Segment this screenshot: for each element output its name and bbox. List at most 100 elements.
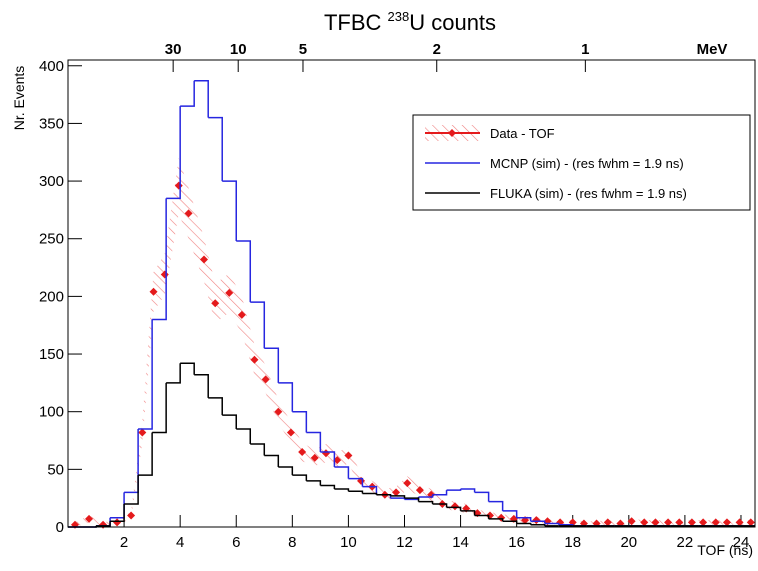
x-tick-label: 6: [232, 534, 240, 551]
data-point: [627, 517, 636, 526]
data-point: [127, 511, 136, 520]
histogram-bin: [362, 485, 378, 495]
histogram-bin: [194, 374, 209, 398]
error-band: [75, 158, 751, 528]
x2-tick-label: 1: [581, 41, 589, 58]
histogram-bin: [166, 363, 181, 384]
data-point: [321, 449, 330, 458]
data-point: [261, 375, 270, 384]
histogram-bin: [362, 492, 378, 495]
data-point: [85, 514, 94, 523]
histogram-bin: [418, 500, 434, 504]
legend-label: FLUKA (sim) - (res fwhm = 1.9 ns): [490, 186, 687, 201]
histogram-bin: [152, 198, 167, 321]
x-tick-label: 22: [677, 534, 694, 551]
y-tick-label: 50: [47, 461, 64, 478]
data-point: [237, 310, 246, 319]
legend-marker: [448, 129, 456, 137]
histogram-bin: [278, 382, 294, 412]
histogram-bin: [236, 240, 252, 303]
y-axis-label: Nr. Events: [11, 66, 27, 131]
histogram-bin: [474, 491, 490, 502]
histogram-bin: [264, 454, 280, 468]
histogram-bin: [264, 347, 280, 383]
data-point: [450, 502, 459, 511]
data-point: [746, 518, 755, 527]
data-point: [274, 407, 283, 416]
y-tick-label: 400: [39, 58, 64, 75]
y-tick-label: 250: [39, 231, 64, 248]
histogram-bin: [544, 522, 560, 525]
data-point: [699, 518, 708, 527]
x-tick-label: 2: [120, 534, 128, 551]
data-point: [711, 518, 720, 527]
y-tick-label: 150: [39, 346, 64, 363]
histogram-bin: [306, 480, 322, 486]
y-tick-label: 200: [39, 288, 64, 305]
histogram-bin: [516, 517, 532, 522]
x-tick-label: 10: [340, 534, 357, 551]
histogram-bin: [208, 116, 223, 182]
data-point: [403, 479, 412, 488]
histogram-bin: [488, 500, 504, 511]
legend-label: MCNP (sim) - (res fwhm = 1.9 ns): [490, 156, 684, 171]
histogram-bin: [530, 523, 546, 526]
histogram-bin: [110, 492, 125, 519]
histogram-bin: [124, 475, 139, 505]
data-point: [344, 451, 353, 460]
data-point: [722, 518, 731, 527]
histogram-bin: [250, 443, 266, 456]
data-point: [138, 428, 147, 437]
histogram-bin: [138, 319, 153, 430]
data-point: [603, 518, 612, 527]
histogram-bin: [334, 466, 350, 479]
x-tick-label: 8: [288, 534, 296, 551]
histogram-bin: [474, 514, 490, 519]
x-tick-label: 4: [176, 534, 184, 551]
y-tick-label: 300: [39, 173, 64, 190]
legend-entries: Data - TOF MCNP (sim) - (res fwhm = 1.9 n…: [425, 125, 687, 201]
data-point: [415, 486, 424, 495]
data-point: [298, 448, 307, 457]
data-point: [250, 355, 259, 364]
histogram-bin: [488, 518, 504, 522]
data-point: [225, 288, 234, 297]
histogram-bin: [152, 382, 167, 434]
data-point: [113, 518, 122, 527]
histogram-bin: [222, 414, 237, 429]
histogram-bin: [432, 503, 448, 508]
x2-tick-label: 10: [230, 41, 247, 58]
histogram-bin: [502, 520, 518, 524]
histogram-bin: [194, 80, 209, 118]
data-point: [687, 518, 696, 527]
histogram-bin: [530, 520, 546, 524]
histogram-bin: [292, 474, 308, 481]
data-point: [211, 299, 220, 308]
x2-tick-label: 2: [433, 41, 441, 58]
x-tick-label: 20: [620, 534, 637, 551]
histogram-bin: [516, 522, 532, 525]
y-tick-label: 100: [39, 404, 64, 421]
x-tick-label: 18: [564, 534, 581, 551]
histogram-bin: [376, 493, 392, 496]
data-point: [286, 428, 295, 437]
histogram-bin: [348, 490, 364, 494]
x-tick-label: 12: [396, 534, 413, 551]
histogram-bin: [348, 477, 364, 487]
histogram-bin: [320, 484, 336, 489]
histogram-bin: [418, 494, 434, 498]
x-tick-label: 14: [452, 534, 469, 551]
data-point: [735, 518, 744, 527]
data-point: [675, 518, 684, 527]
data-point: [310, 453, 319, 462]
data-point: [184, 209, 193, 218]
x-tick-label: 16: [508, 534, 525, 551]
y-tick-label: 350: [39, 115, 64, 132]
legend-label: Data - TOF: [490, 126, 555, 141]
histogram-bin: [236, 428, 252, 444]
data-point: [392, 488, 401, 497]
data-point: [333, 456, 342, 465]
x-tick-label: 24: [733, 534, 750, 551]
chart-title: TFBC 238U counts: [324, 9, 496, 35]
